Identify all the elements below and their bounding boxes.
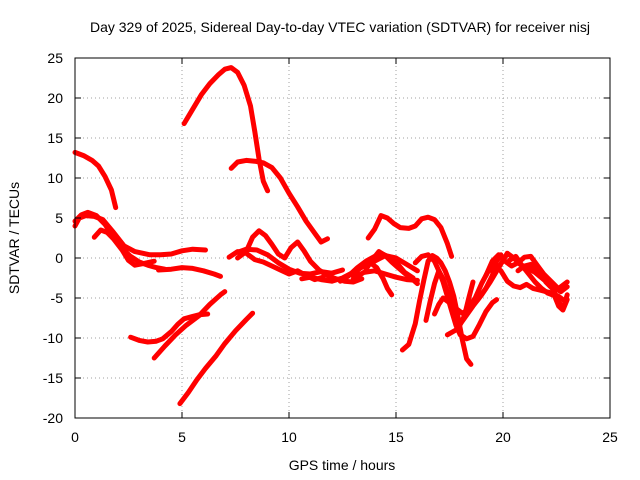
series-layer	[72, 65, 570, 407]
y-tick-label: -20	[43, 410, 63, 426]
grid-layer	[75, 58, 610, 418]
series-arc-07	[151, 289, 228, 361]
series-arc-05	[156, 265, 223, 279]
series-arc-17	[363, 249, 420, 287]
series-arc-20	[399, 253, 474, 367]
series-arc-10	[228, 157, 330, 245]
series-arc-04	[91, 227, 157, 268]
x-tick-label: 10	[281, 429, 297, 445]
y-tick-label: 0	[55, 250, 63, 266]
series-arc-19	[365, 213, 455, 259]
y-tick-label: 20	[47, 90, 63, 106]
y-tick-label: -15	[43, 370, 63, 386]
series-arc-26	[483, 252, 564, 295]
y-tick-label: 25	[47, 50, 63, 66]
series-arc-16	[350, 260, 395, 298]
series-arc-23	[432, 279, 476, 327]
series-arc-13	[235, 246, 345, 277]
series-arc-02	[72, 213, 208, 258]
series-arc-29	[543, 279, 570, 312]
x-axis-label: GPS time / hours	[289, 457, 396, 473]
x-tick-label: 25	[602, 429, 618, 445]
series-arc-09	[181, 65, 271, 194]
series-arc-08	[177, 310, 256, 407]
y-tick-label: 15	[47, 130, 63, 146]
x-tick-label: 0	[71, 429, 79, 445]
series-arc-18	[350, 268, 420, 283]
ticks-layer: 0 5 10 15 20 25 -20 -15 -10 -5 0 5 10 15 20 25	[43, 50, 618, 445]
x-tick-label: 15	[388, 429, 404, 445]
x-tick-label: 20	[495, 429, 511, 445]
y-tick-label: 10	[47, 170, 63, 186]
series-arc-01	[72, 149, 119, 211]
series-arc-28	[515, 261, 570, 293]
y-axis-label: SDTVAR / TECUs	[6, 182, 22, 294]
plot-frame	[74, 57, 611, 419]
y-tick-label: -5	[51, 290, 64, 306]
x-tick-label: 5	[178, 429, 186, 445]
chart-title: Day 329 of 2025, Sidereal Day-to-day VTE…	[90, 19, 590, 35]
y-tick-label: 5	[55, 210, 63, 226]
y-tick-label: -10	[43, 330, 63, 346]
